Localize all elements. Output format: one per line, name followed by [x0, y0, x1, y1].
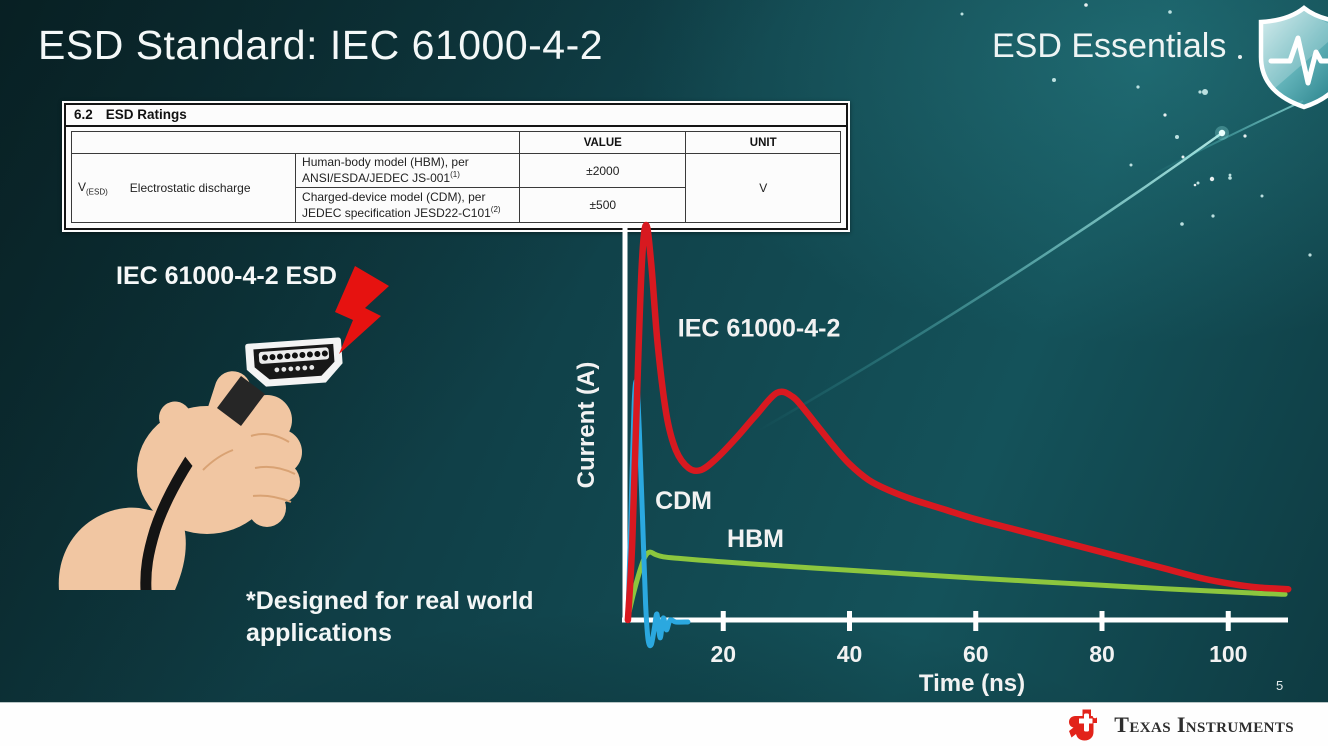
connector-plug [217, 376, 265, 426]
parameter-name: Electrostatic discharge [129, 180, 251, 195]
x-tick-label: 80 [1089, 641, 1115, 667]
table-header-unit: UNIT [685, 131, 841, 154]
series-label: IEC 61000-4-2 [678, 315, 841, 343]
series-label: HBM [727, 525, 784, 553]
table-cell-hbm-value: ±2000 [519, 153, 687, 188]
footer: Texas Instruments [0, 702, 1328, 746]
hand-holding-hdmi-illustration [58, 266, 389, 590]
table-cell-cdm-description: Charged-device model (CDM), per JEDEC sp… [295, 187, 521, 223]
table-cell-unit: V [685, 153, 841, 223]
table-header-value: VALUE [519, 131, 687, 154]
ti-logo [1069, 709, 1098, 740]
y-axis-title: Current (A) [573, 362, 600, 489]
page-number: 5 [1276, 678, 1284, 693]
esd-waveform-chart: 20 40 60 80 100 Time (ns) Current (A) IEC 61000… [570, 215, 1310, 705]
x-tick-label: 40 [837, 641, 863, 667]
x-tick-label: 100 [1209, 641, 1247, 667]
page-title: ESD Standard: IEC 61000-4-2 [38, 22, 604, 68]
table-section-heading: 6.2 ESD Ratings [66, 105, 846, 127]
footnote-text: *Designed for real world applications [246, 587, 534, 647]
table-cell-cdm-value: ±500 [519, 187, 687, 223]
parameter-symbol: V(ESD) [78, 179, 108, 197]
series-label: CDM [655, 487, 712, 515]
x-axis-title: Time (ns) [919, 670, 1025, 697]
table-cell-parameter: V(ESD) Electrostatic discharge [70, 153, 297, 223]
program-title: ESD Essentials [992, 27, 1227, 65]
brand-name: Texas Instruments [1114, 711, 1294, 737]
x-tick-label: 60 [963, 641, 989, 667]
hdmi-connector-icon [245, 337, 343, 387]
table-section-title: ESD Ratings [105, 107, 187, 122]
esd-ratings-table: 6.2 ESD Ratings VALUE UNIT V(ESD) Electr… [62, 101, 850, 232]
table-cell-hbm-description: Human-body model (HBM), per ANSI/ESDA/JE… [295, 153, 521, 188]
finger-creases [202, 433, 296, 503]
shield-pulse-icon [1258, 5, 1328, 110]
table-header-empty [70, 131, 521, 154]
x-tick-label: 20 [710, 641, 736, 667]
series-hbm [624, 549, 1288, 623]
table-section-number: 6.2 [74, 107, 93, 122]
lightning-bolt-icon [335, 266, 389, 354]
illustration-label: IEC 61000-4-2 ESD [116, 262, 337, 290]
